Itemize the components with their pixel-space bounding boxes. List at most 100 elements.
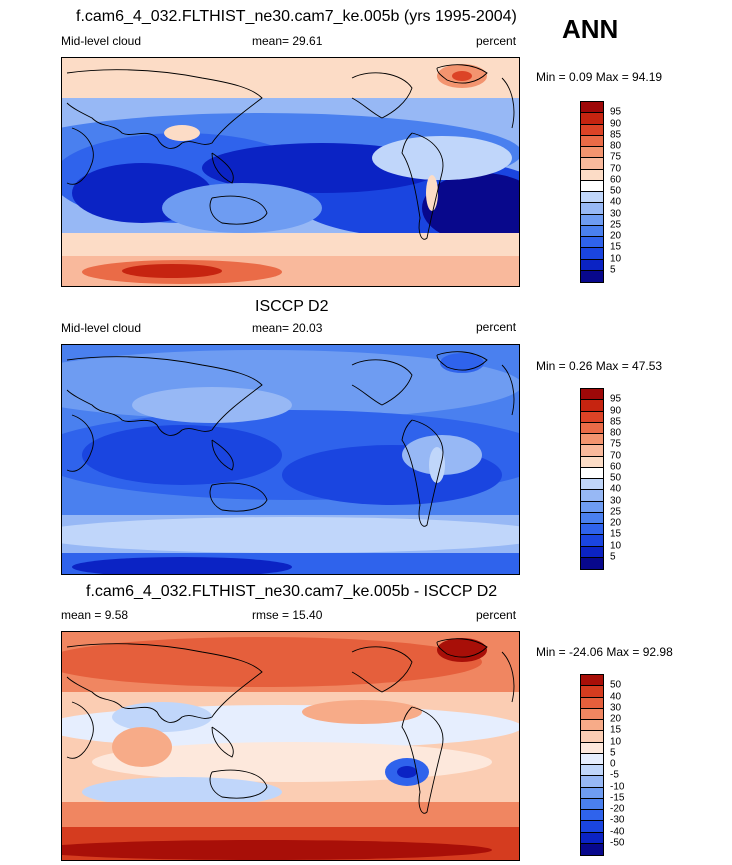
colorbar-swatch	[581, 479, 603, 491]
colorbar-swatch	[581, 180, 603, 192]
colorbar-swatch	[581, 259, 603, 271]
colorbar-tick-label: 90	[610, 405, 622, 416]
colorbar-tick-label: 15	[610, 528, 622, 540]
colorbar-swatch	[581, 147, 603, 159]
panel2-mean-label: mean= 20.03	[252, 321, 323, 335]
panel2-colorbar: 95 90 85 80 75 70 60 50 40 30 25 20 15 10 5	[580, 388, 640, 570]
panel2-title: ISCCP D2	[255, 298, 329, 315]
colorbar-tick-label: 5	[610, 264, 616, 276]
colorbar-tick-label: 40	[610, 483, 622, 495]
colorbar-tick-label: -40	[610, 826, 625, 837]
colorbar-swatch	[581, 445, 603, 457]
colorbar-swatch	[581, 810, 603, 822]
colorbar-tick-label: -10	[610, 781, 625, 792]
colorbar-swatch	[581, 535, 603, 547]
panel2-variable-label: Mid-level cloud	[61, 321, 142, 335]
colorbar-tick-label: 10	[610, 253, 622, 264]
colorbar-tick-label: 95	[610, 106, 622, 118]
colorbar-tick-label: -50	[610, 837, 625, 849]
colorbar-tick-label: 95	[610, 393, 622, 405]
colorbar-tick-label: -5	[610, 769, 619, 781]
panel3-map	[61, 631, 520, 861]
colorbar-swatch	[581, 192, 603, 204]
colorbar-swatch	[581, 697, 603, 709]
colorbar-swatch	[581, 798, 603, 810]
panel3-mean-label: mean = 9.58	[61, 608, 129, 622]
colorbar-tick-label: 40	[610, 196, 622, 208]
colorbar-tick-label: 15	[610, 724, 622, 736]
panel2-minmax-label: Min = 0.26 Max = 47.53	[536, 359, 663, 373]
colorbar-swatch	[581, 270, 603, 282]
panel2-colorbar-swatches	[580, 388, 604, 570]
colorbar-tick-label: 15	[610, 241, 622, 253]
colorbar-tick-label: 20	[610, 517, 622, 529]
panel1-minmax-label: Min = 0.09 Max = 94.19	[536, 70, 663, 84]
colorbar-tick-label: -30	[610, 814, 625, 826]
colorbar-tick-label: 80	[610, 140, 622, 152]
colorbar-swatch	[581, 169, 603, 181]
colorbar-swatch	[581, 776, 603, 788]
colorbar-tick-label: 5	[610, 551, 616, 563]
colorbar-swatch	[581, 225, 603, 237]
colorbar-tick-label: 75	[610, 438, 622, 450]
colorbar-swatch	[581, 248, 603, 260]
panel1-map	[61, 57, 520, 287]
colorbar-tick-label: -15	[610, 792, 625, 804]
colorbar-tick-label: 85	[610, 129, 622, 141]
colorbar-tick-label: 80	[610, 427, 622, 439]
colorbar-tick-label: 30	[610, 495, 622, 506]
panel1-colorbar-swatches	[580, 101, 604, 283]
panel2-units-label: percent	[476, 320, 517, 334]
colorbar-swatch	[581, 490, 603, 502]
colorbar-tick-label: 50	[610, 679, 622, 691]
colorbar-tick-label: 25	[610, 219, 622, 231]
panel1-colorbar: 95 90 85 80 75 70 60 50 40 30 25 20 15 10 5	[580, 101, 640, 283]
colorbar-tick-label: 30	[610, 702, 622, 714]
colorbar-swatch	[581, 135, 603, 147]
colorbar-tick-label: 60	[610, 461, 622, 473]
colorbar-tick-label: 90	[610, 118, 622, 129]
colorbar-tick-label: 25	[610, 506, 622, 518]
colorbar-swatch	[581, 675, 603, 687]
colorbar-swatch	[581, 686, 603, 698]
colorbar-swatch	[581, 214, 603, 226]
colorbar-tick-label: 85	[610, 416, 622, 428]
colorbar-swatch	[581, 411, 603, 423]
colorbar-tick-label: 5	[610, 747, 616, 759]
colorbar-swatch	[581, 389, 603, 401]
colorbar-swatch	[581, 434, 603, 446]
colorbar-tick-label: 20	[610, 713, 622, 725]
panel1-title: f.cam6_4_032.FLTHIST_ne30.cam7_ke.005b (…	[76, 8, 517, 25]
colorbar-swatch	[581, 422, 603, 434]
colorbar-tick-label: 40	[610, 691, 622, 702]
panel1-variable-label: Mid-level cloud	[61, 34, 142, 48]
colorbar-tick-label: 10	[610, 736, 622, 747]
colorbar-swatch	[581, 708, 603, 720]
colorbar-swatch	[581, 843, 603, 855]
colorbar-swatch	[581, 456, 603, 468]
colorbar-swatch	[581, 753, 603, 765]
colorbar-swatch	[581, 765, 603, 777]
panel3-colorbar: 50 40 30 20 15 10 5 0 -5 -10 -15 -20 -30 -40 -50	[580, 674, 640, 856]
colorbar-swatch	[581, 102, 603, 114]
panel3-title: f.cam6_4_032.FLTHIST_ne30.cam7_ke.005b -…	[86, 583, 498, 600]
colorbar-swatch	[581, 400, 603, 412]
panel3-colorbar-swatches	[580, 674, 604, 856]
colorbar-swatch	[581, 742, 603, 754]
colorbar-swatch	[581, 546, 603, 558]
colorbar-tick-label: 20	[610, 230, 622, 242]
colorbar-swatch	[581, 124, 603, 136]
colorbar-tick-label: 50	[610, 185, 622, 197]
colorbar-swatch	[581, 113, 603, 125]
colorbar-swatch	[581, 731, 603, 743]
colorbar-swatch	[581, 467, 603, 479]
colorbar-swatch	[581, 832, 603, 844]
colorbar-swatch	[581, 787, 603, 799]
colorbar-swatch	[581, 237, 603, 249]
colorbar-swatch	[581, 524, 603, 536]
panel3-rmse-label: rmse = 15.40	[252, 608, 323, 622]
colorbar-swatch	[581, 821, 603, 833]
panel1-units-label: percent	[476, 34, 517, 48]
colorbar-tick-label: 70	[610, 450, 622, 461]
panel1-mean-label: mean= 29.61	[252, 34, 323, 48]
